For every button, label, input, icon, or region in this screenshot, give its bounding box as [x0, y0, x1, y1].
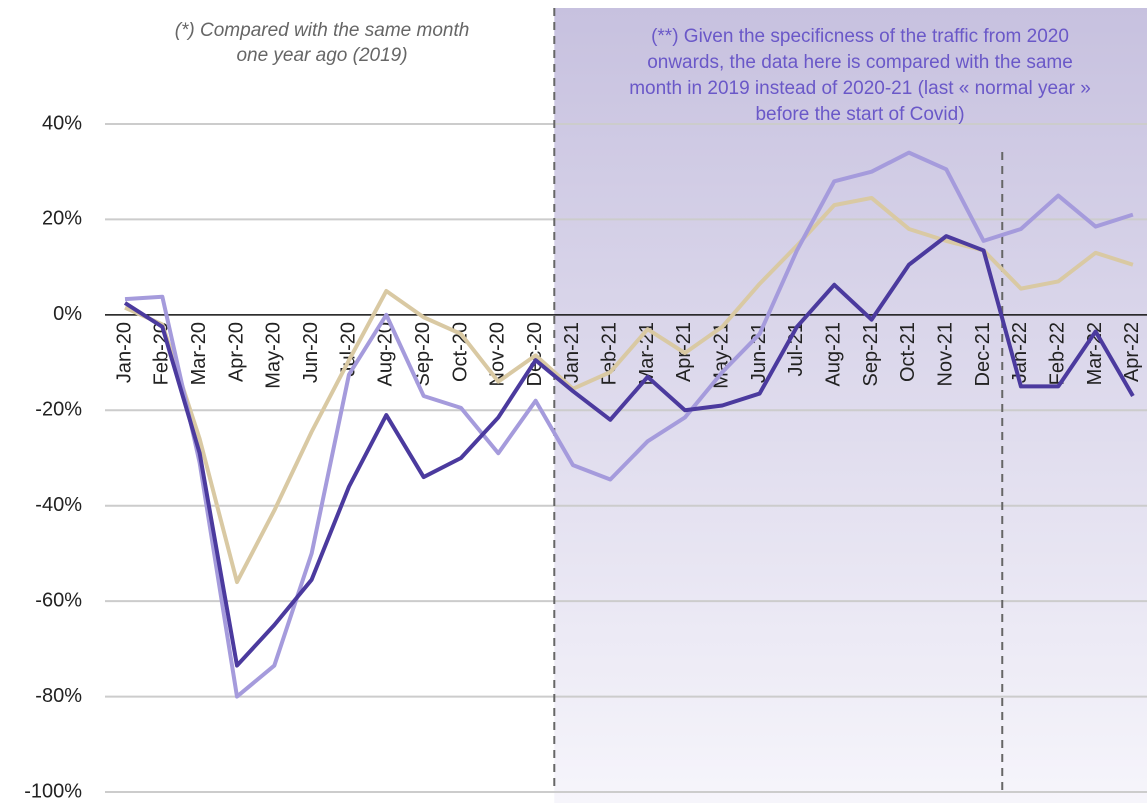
- x-tick-label: Apr-20: [225, 322, 247, 382]
- y-tick-label: -40%: [35, 494, 82, 516]
- x-tick-label: May-21: [711, 322, 733, 389]
- x-tick-label: Mar-20: [188, 322, 210, 385]
- annotation: (*) Compared with the same month: [175, 20, 470, 41]
- y-tick-label: -60%: [35, 589, 82, 611]
- x-tick-label: Oct-21: [897, 322, 919, 382]
- x-tick-label: Aug-20: [375, 322, 397, 387]
- shaded-period: [554, 8, 1147, 803]
- annotation: onwards, the data here is compared with …: [647, 52, 1073, 73]
- x-tick-label: Nov-20: [487, 322, 509, 386]
- x-tick-label: Dec-21: [972, 322, 994, 386]
- y-tick-label: -80%: [35, 685, 82, 707]
- x-tick-label: Jul-20: [337, 322, 359, 376]
- annotation: one year ago (2019): [236, 45, 407, 66]
- y-tick-label: 40%: [42, 112, 82, 134]
- series-line: [123, 234, 1135, 668]
- y-tick-label: 0%: [53, 303, 82, 325]
- x-tick-label: Jan-20: [113, 322, 135, 383]
- x-tick-label: May-20: [263, 322, 285, 389]
- annotation: (**) Given the specificness of the traff…: [651, 26, 1069, 47]
- y-tick-label: -100%: [24, 780, 82, 802]
- x-tick-label: Sep-21: [860, 322, 882, 387]
- annotation: month in 2019 instead of 2020-21 (last «…: [629, 78, 1091, 99]
- y-tick-label: 20%: [42, 208, 82, 230]
- x-tick-label: Feb-22: [1047, 322, 1069, 385]
- x-tick-label: Jan-21: [561, 322, 583, 383]
- x-tick-label: Apr-22: [1121, 322, 1143, 382]
- y-tick-label: -20%: [35, 399, 82, 421]
- x-tick-label: Jun-20: [300, 322, 322, 383]
- series-line: [124, 195, 1134, 585]
- x-tick-label: Aug-21: [823, 322, 845, 387]
- annotation: before the start of Covid): [755, 104, 964, 125]
- x-tick-label: Jun-21: [748, 322, 770, 383]
- x-tick-label: Sep-20: [412, 322, 434, 387]
- series-line: [124, 150, 1134, 699]
- x-tick-label: Nov-21: [935, 322, 957, 386]
